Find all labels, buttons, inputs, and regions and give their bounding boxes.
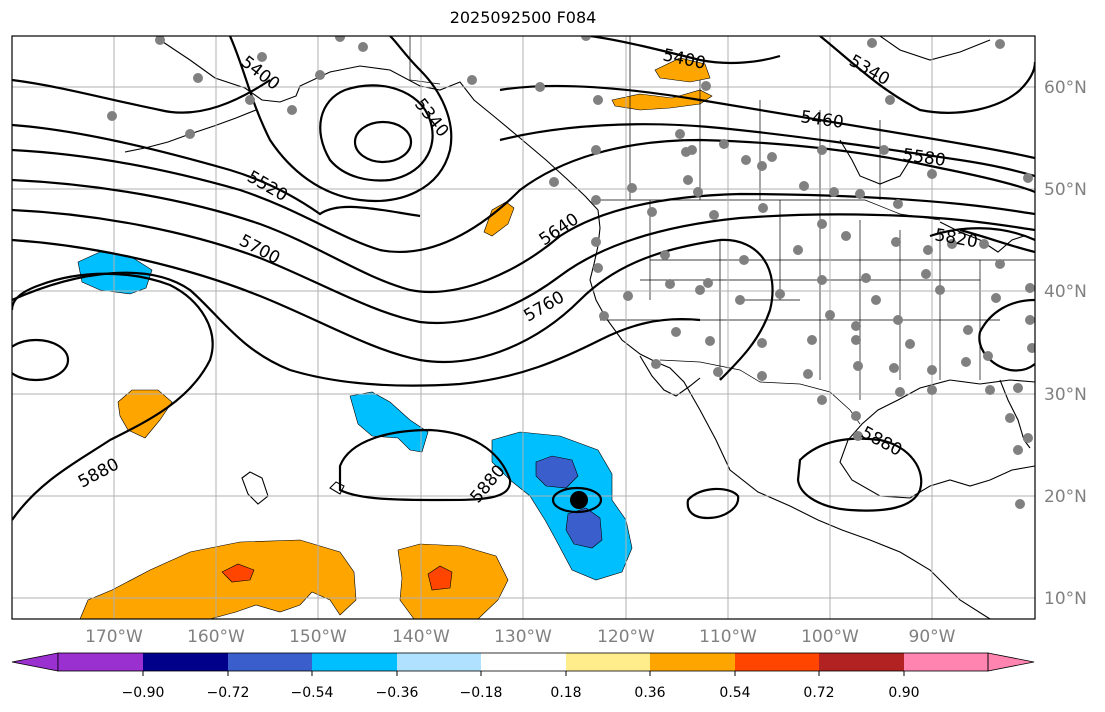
shade-red-southwest — [221, 563, 255, 583]
colorbar-tick-label: −0.72 — [207, 685, 250, 701]
lat-label: 30°N — [1044, 385, 1087, 405]
lon-labels: 170°W 160°W 150°W 140°W 130°W 120°W 110°… — [85, 627, 956, 647]
map-frame — [11, 35, 1036, 620]
colorbar-tick-label: −0.36 — [376, 685, 419, 701]
lon-label: 120°W — [597, 627, 655, 647]
contour-5880-small-west — [12, 338, 70, 382]
colorbar-tick-label: −0.18 — [460, 685, 503, 701]
colorbar-swatch — [481, 653, 566, 671]
colorbar-swatch — [228, 653, 312, 671]
shade-darkblue-east-north — [535, 455, 579, 489]
lon-label: 110°W — [699, 627, 757, 647]
lon-label: 130°W — [494, 627, 552, 647]
shade-orange-southwest — [79, 539, 357, 619]
colorbar-swatch — [143, 653, 228, 671]
contour-5880-west — [12, 272, 214, 521]
contour-5520 — [12, 123, 1035, 218]
contour-5820 — [12, 227, 1035, 387]
shade-orange-south-center — [397, 543, 509, 619]
colorbar-tick-label: −0.90 — [122, 685, 165, 701]
contour-5340-low — [319, 84, 434, 182]
lon-label: 170°W — [85, 627, 143, 647]
colorbar-tick-label: −0.54 — [291, 685, 334, 701]
contour-5700 — [12, 208, 1035, 324]
lat-labels: 60°N 50°N 40°N 30°N 20°N 10°N — [1044, 78, 1087, 609]
colorbar-extend-low — [11, 652, 59, 672]
contour-5280-core — [353, 120, 413, 164]
map-title: 2025092500 F084 — [449, 8, 597, 27]
lat-label: 50°N — [1044, 180, 1087, 200]
colorbar-swatch — [566, 653, 650, 671]
shade-orange-offshore — [483, 201, 515, 237]
coast-canada-arctic — [879, 36, 991, 61]
contour-5400-north — [589, 36, 781, 65]
border-us-mexico — [659, 359, 861, 425]
colorbar-swatch — [312, 653, 397, 671]
storm-center-marker — [570, 491, 588, 509]
colorbar-tick-label: 0.54 — [719, 685, 750, 701]
coast-hudson — [839, 139, 911, 185]
contour-5460 — [12, 78, 1035, 160]
coast-gulf — [839, 379, 1035, 499]
lat-label: 40°N — [1044, 282, 1087, 302]
colorbar-swatch — [904, 653, 988, 671]
colorbar-ticks — [142, 671, 905, 676]
colorbar-swatch — [650, 653, 735, 671]
colorbar-tick-label: 0.18 — [550, 685, 581, 701]
contour-5880-center — [338, 428, 512, 502]
coast-florida — [999, 379, 1031, 449]
shade-orange-alaska-north — [654, 57, 711, 83]
station-dots — [107, 36, 1035, 509]
colorbar-tick-label: 0.36 — [634, 685, 665, 701]
lon-label: 140°W — [392, 627, 450, 647]
contour-5340-north — [819, 36, 1035, 114]
colorbar-swatch — [735, 653, 819, 671]
border-us-states — [600, 200, 1035, 400]
contour-5880-core — [551, 486, 603, 514]
lon-label: 150°W — [289, 627, 347, 647]
colorbar-extend-high — [987, 652, 1035, 672]
colorbar-swatch — [819, 653, 904, 671]
island-hawaii — [329, 481, 345, 495]
contour-5880-gulf — [796, 437, 923, 512]
colorbar-swatch — [58, 653, 143, 671]
contour-5580 — [12, 138, 1035, 253]
colorbar-tick-label: 0.90 — [888, 685, 919, 701]
contour-5400-low — [228, 36, 453, 202]
lat-label: 10°N — [1044, 589, 1087, 609]
contour-5640 — [12, 178, 1035, 294]
gridlines — [12, 36, 1035, 619]
contour-5880-mexico — [686, 487, 740, 520]
shade-blue-hawaii — [349, 391, 429, 453]
shade-orange-west — [117, 389, 173, 439]
colorbar-swatch — [397, 653, 481, 671]
colorbar-tick-label: 0.72 — [803, 685, 834, 701]
lat-label: 20°N — [1044, 487, 1087, 507]
shade-red-south-center — [427, 565, 453, 591]
contour-5760 — [12, 228, 1035, 364]
coast-westcoast — [589, 209, 991, 619]
lat-label: 60°N — [1044, 78, 1087, 98]
coast-baja — [639, 355, 701, 397]
lon-label: 90°W — [909, 627, 956, 647]
lon-label: 100°W — [801, 627, 859, 647]
colorbar-outline — [57, 652, 989, 672]
lon-label: 160°W — [187, 627, 245, 647]
colorbar: −0.90 −0.72 −0.54 −0.36 −0.18 0.18 0.36 … — [11, 652, 1035, 701]
shaded-fields — [77, 57, 713, 619]
